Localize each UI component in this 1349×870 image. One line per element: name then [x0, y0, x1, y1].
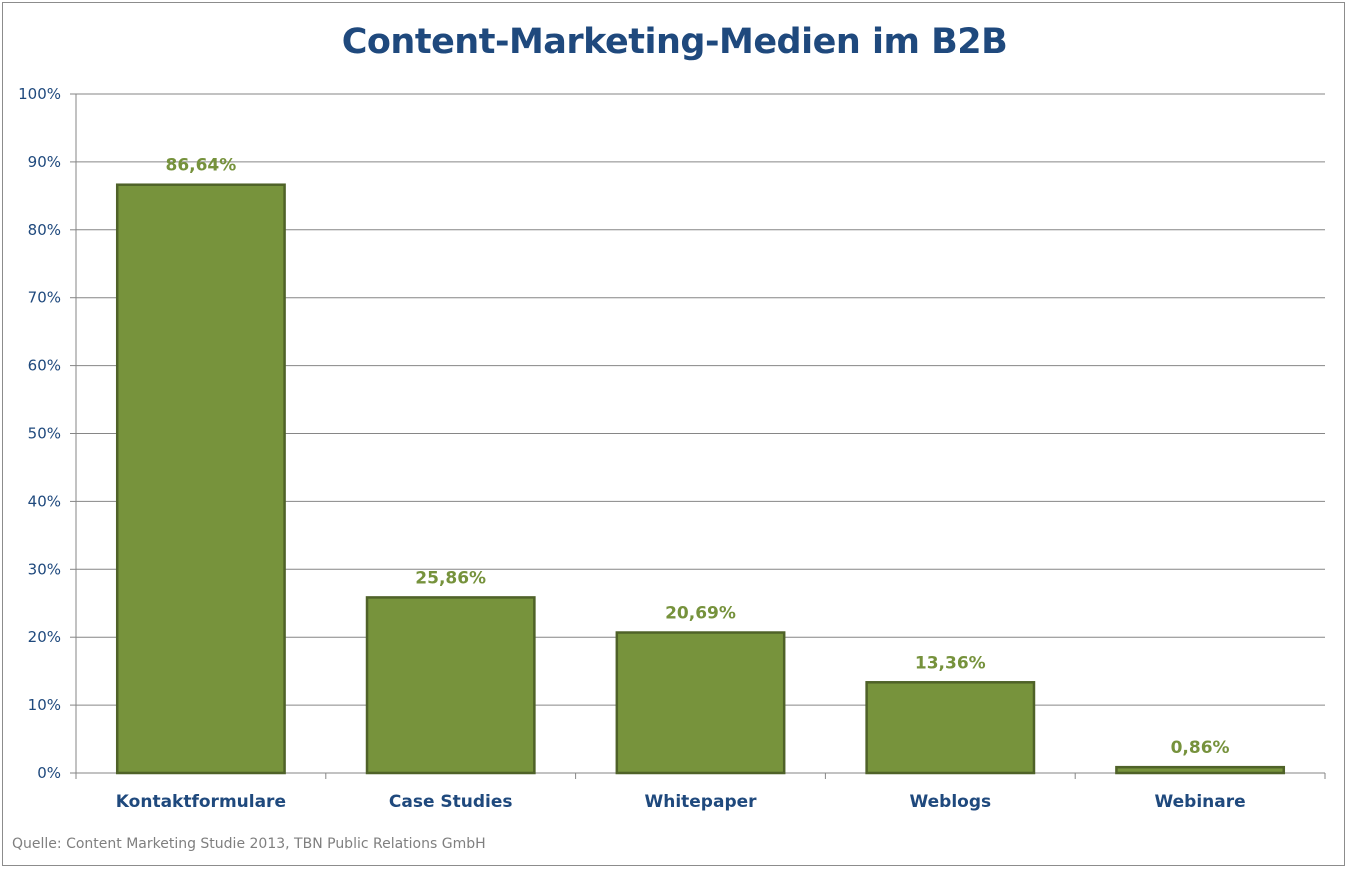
y-tick-label: 0%: [37, 764, 61, 782]
y-tick-label: 30%: [28, 560, 61, 578]
y-tick-label: 80%: [28, 221, 61, 239]
x-category-label: Webinare: [1155, 792, 1246, 812]
bar: [1115, 765, 1286, 775]
chart-title: Content-Marketing-Medien im B2B: [341, 22, 1008, 62]
data-label: 13,36%: [915, 653, 986, 673]
bar: [615, 631, 786, 775]
bar: [365, 596, 536, 775]
x-category-label: Kontaktformulare: [116, 792, 286, 812]
y-tick-label: 40%: [28, 492, 61, 510]
x-category-label: Whitepaper: [644, 792, 757, 812]
y-tick-label: 10%: [28, 696, 61, 714]
data-label: 25,86%: [415, 568, 486, 588]
data-label: 20,69%: [665, 604, 736, 624]
y-tick-label: 70%: [28, 289, 61, 307]
y-tick-label: 90%: [28, 153, 61, 171]
y-tick-label: 60%: [28, 357, 61, 375]
data-label: 86,64%: [165, 156, 236, 176]
x-category-label: Case Studies: [389, 792, 513, 812]
bar: [115, 183, 286, 775]
y-tick-label: 100%: [18, 85, 61, 103]
x-category-label: Weblogs: [909, 792, 991, 812]
y-tick-label: 20%: [28, 628, 61, 646]
source-note: Quelle: Content Marketing Studie 2013, T…: [12, 836, 486, 852]
y-tick-label: 50%: [28, 425, 61, 443]
data-label: 0,86%: [1171, 738, 1230, 758]
bar: [865, 681, 1036, 775]
